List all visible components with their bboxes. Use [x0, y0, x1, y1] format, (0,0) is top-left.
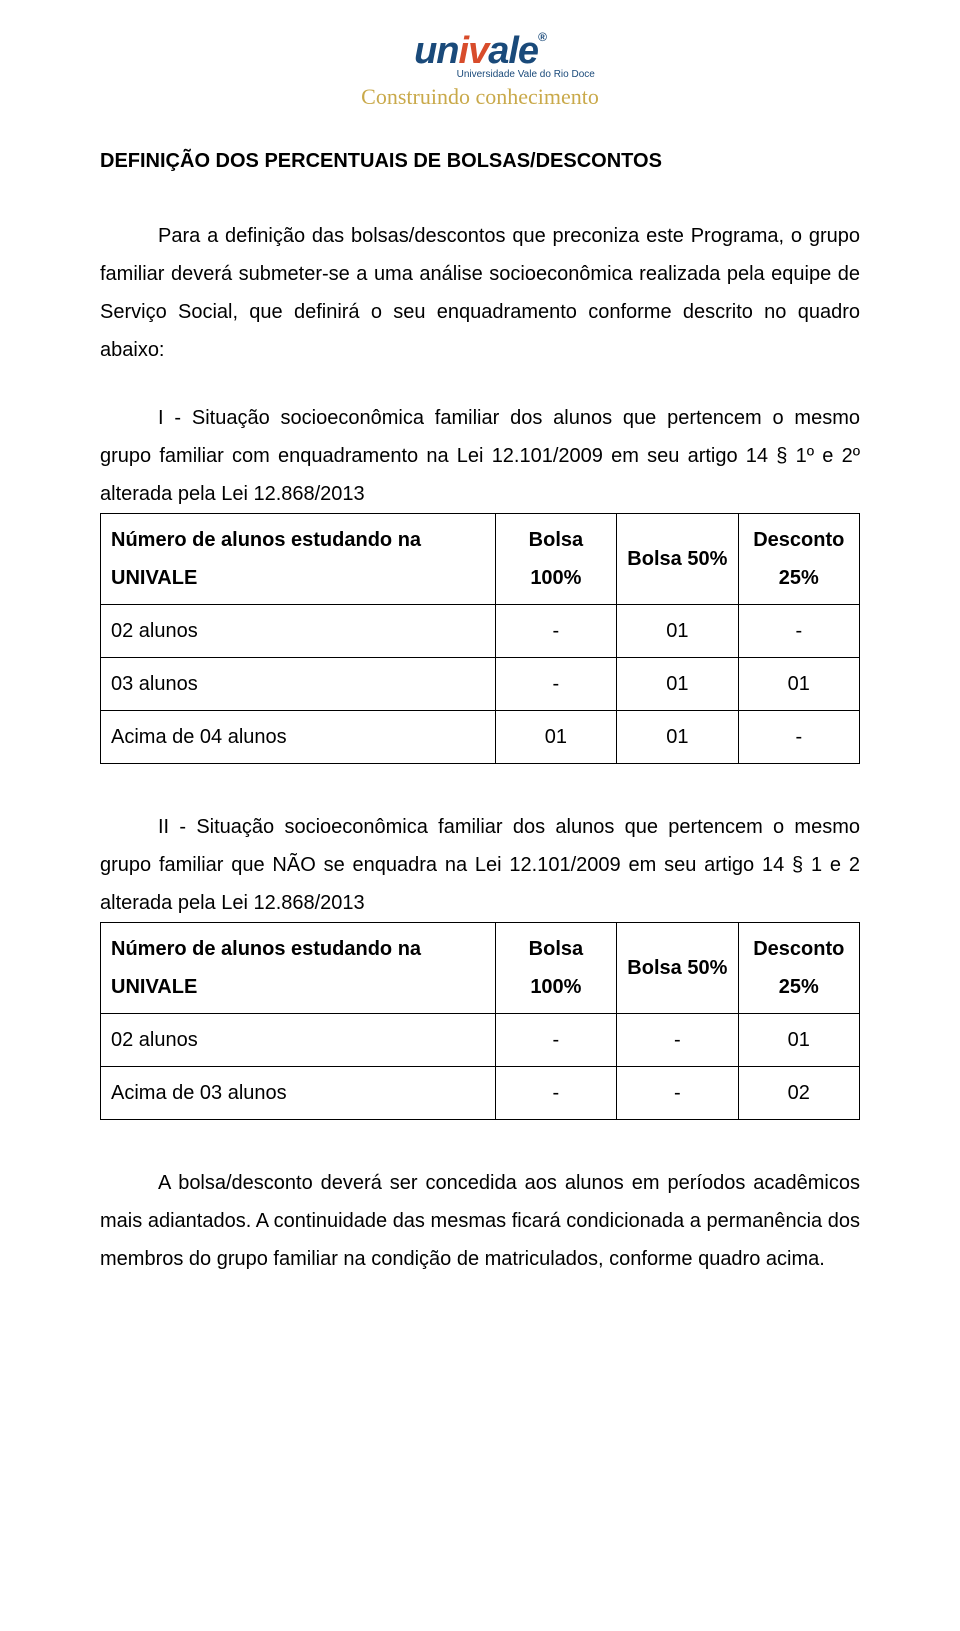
logo-container: univale® Universidade Vale do Rio Doce C…	[100, 30, 860, 110]
table-cell: 03 alunos	[101, 658, 496, 711]
table-header: Número de alunos estudando na UNIVALE	[101, 514, 496, 605]
table-cell: 01	[617, 711, 738, 764]
page-title: DEFINIÇÃO DOS PERCENTUAIS DE BOLSAS/DESC…	[100, 150, 860, 173]
table-cell: 01	[738, 658, 859, 711]
table-row: 02 alunos - - 01	[101, 1014, 860, 1067]
table-1: Número de alunos estudando na UNIVALE Bo…	[100, 513, 860, 764]
table-header: Bolsa 50%	[617, 514, 738, 605]
table-row: 03 alunos - 01 01	[101, 658, 860, 711]
table-cell: -	[495, 605, 616, 658]
table-cell: Acima de 03 alunos	[101, 1067, 496, 1120]
table-cell: 01	[738, 1014, 859, 1067]
table-2: Número de alunos estudando na UNIVALE Bo…	[100, 922, 860, 1120]
table-cell: -	[617, 1067, 738, 1120]
table-header: Bolsa 50%	[617, 923, 738, 1014]
table-header: Bolsa 100%	[495, 514, 616, 605]
table-cell: 02 alunos	[101, 605, 496, 658]
table-header: Bolsa 100%	[495, 923, 616, 1014]
logo-subtitle: Universidade Vale do Rio Doce	[361, 69, 599, 80]
table-cell: Acima de 04 alunos	[101, 711, 496, 764]
table-row: 02 alunos - 01 -	[101, 605, 860, 658]
table-header: Desconto 25%	[738, 923, 859, 1014]
document-page: univale® Universidade Vale do Rio Doce C…	[0, 0, 960, 1368]
table-cell: 02 alunos	[101, 1014, 496, 1067]
section1-lead: I - Situação socioeconômica familiar dos…	[100, 399, 860, 513]
table-row: Acima de 03 alunos - - 02	[101, 1067, 860, 1120]
table-header: Número de alunos estudando na UNIVALE	[101, 923, 496, 1014]
table-cell: -	[495, 1067, 616, 1120]
table-cell: -	[617, 1014, 738, 1067]
logo-tagline: Construindo conhecimento	[361, 84, 599, 110]
table-row: Número de alunos estudando na UNIVALE Bo…	[101, 923, 860, 1014]
logo-name: univale®	[361, 30, 599, 73]
closing-paragraph: A bolsa/desconto deverá ser concedida ao…	[100, 1164, 860, 1278]
table-cell: -	[495, 1014, 616, 1067]
table-row: Número de alunos estudando na UNIVALE Bo…	[101, 514, 860, 605]
table-cell: -	[495, 658, 616, 711]
table-header: Desconto 25%	[738, 514, 859, 605]
table-cell: 02	[738, 1067, 859, 1120]
intro-paragraph: Para a definição das bolsas/descontos qu…	[100, 217, 860, 369]
table-cell: -	[738, 605, 859, 658]
table-cell: 01	[495, 711, 616, 764]
table-row: Acima de 04 alunos 01 01 -	[101, 711, 860, 764]
table-cell: 01	[617, 605, 738, 658]
logo: univale® Universidade Vale do Rio Doce C…	[361, 30, 599, 110]
section2-lead: II - Situação socioeconômica familiar do…	[100, 808, 860, 922]
table-cell: 01	[617, 658, 738, 711]
table-cell: -	[738, 711, 859, 764]
